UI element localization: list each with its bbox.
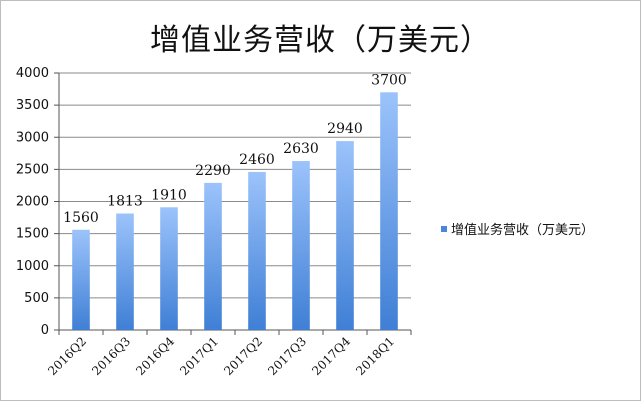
legend-label: 增值业务营收（万美元） <box>451 223 595 238</box>
x-tick-label: 2017Q2 <box>221 334 265 378</box>
bar <box>160 207 178 330</box>
data-label: 1813 <box>107 194 143 210</box>
bar <box>72 229 90 330</box>
data-label: 1560 <box>63 210 99 226</box>
label-layer: 1560 1813 1910 2290 2460 2630 2940 3700 <box>63 72 407 225</box>
y-tick-label: 0 <box>41 323 49 338</box>
chart-title: 增值业务营收（万美元） <box>150 23 491 58</box>
bar <box>380 92 398 331</box>
data-label: 3700 <box>371 72 407 88</box>
x-tick-label: 2016Q4 <box>133 334 177 378</box>
x-tick-label: 2016Q3 <box>89 334 133 378</box>
bar <box>292 161 310 330</box>
x-tick-label: 2017Q4 <box>309 334 353 378</box>
y-tick-label: 2500 <box>16 162 49 177</box>
y-tick-label: 1000 <box>16 259 49 274</box>
y-tick-label: 3000 <box>16 130 49 145</box>
data-label: 2460 <box>239 152 275 168</box>
data-label: 2630 <box>283 141 319 157</box>
bar-layer <box>72 92 398 331</box>
bar <box>336 141 354 330</box>
y-tick-label: 3500 <box>16 98 49 113</box>
y-tick-label: 4000 <box>16 66 49 81</box>
data-label: 1910 <box>151 187 187 203</box>
y-tick-label: 1500 <box>16 227 49 242</box>
y-tick-label: 2000 <box>16 195 49 210</box>
legend-swatch <box>441 225 447 232</box>
bar <box>116 213 134 330</box>
y-tick-label: 500 <box>24 291 49 306</box>
x-tick-label: 2017Q3 <box>265 334 309 378</box>
data-label: 2940 <box>327 121 363 137</box>
x-tick-label: 2018Q1 <box>353 334 397 378</box>
data-label: 2290 <box>195 163 231 179</box>
legend: 增值业务营收（万美元） <box>441 219 594 238</box>
x-tick-label: 2016Q2 <box>45 334 89 378</box>
x-tick-label: 2017Q1 <box>177 334 221 378</box>
bar <box>204 182 222 330</box>
bar <box>248 171 266 330</box>
